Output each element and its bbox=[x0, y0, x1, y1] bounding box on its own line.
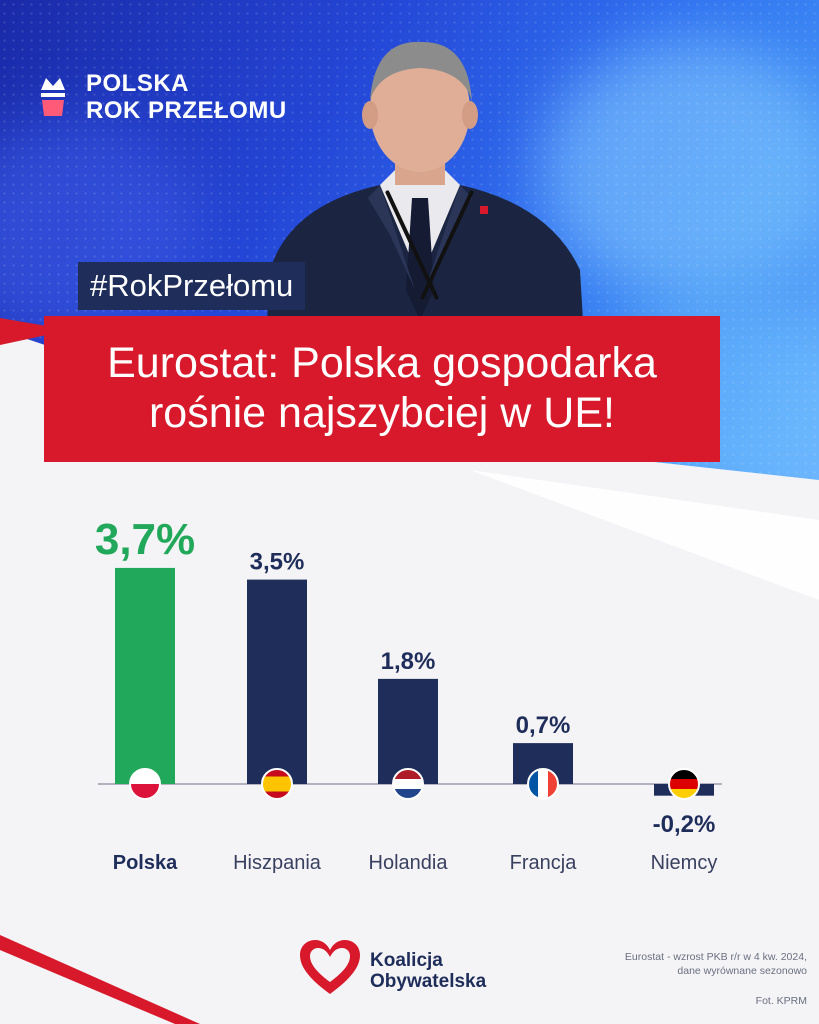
category-label: Hiszpania bbox=[233, 852, 322, 874]
brand-line-1: POLSKA bbox=[86, 70, 190, 97]
headline-line-2: rośnie najszybciej w UE! bbox=[148, 389, 615, 437]
bar-hiszpania bbox=[247, 579, 307, 784]
headline-line-1: Eurostat: Polska gospodarka bbox=[107, 339, 657, 387]
value-label: 3,5% bbox=[250, 549, 305, 576]
bar-holandia bbox=[378, 678, 438, 784]
background-glow bbox=[540, 40, 819, 300]
source-note: Eurostat - wzrost PKB r/r w 4 kw. 2024, … bbox=[567, 950, 807, 978]
value-label: 0,7% bbox=[516, 712, 571, 739]
netherlands-flag-icon bbox=[392, 768, 424, 800]
heart-logo-icon bbox=[300, 940, 360, 994]
gdp-growth-bar-chart: 3,7% Polska 3,5% Hiszpania 1,8% Holandia 0,7% F… bbox=[95, 515, 722, 874]
logo-line-2: Obywatelska bbox=[370, 971, 487, 992]
hashtag-label: #RokPrzełomu bbox=[78, 262, 306, 310]
poland-flag-icon bbox=[129, 768, 161, 800]
photo-credit: Fot. KPRM bbox=[755, 995, 807, 1007]
logo-line-1: Koalicja bbox=[370, 950, 443, 971]
france-flag-icon bbox=[527, 768, 559, 800]
value-label: 3,7% bbox=[95, 515, 195, 564]
category-label: Holandia bbox=[369, 852, 449, 874]
brand-line-2: ROK PRZEŁOMU bbox=[86, 97, 287, 124]
spain-flag-icon bbox=[261, 768, 293, 800]
category-label: Polska bbox=[113, 852, 178, 874]
category-label: Niemcy bbox=[651, 852, 718, 874]
value-label: -0,2% bbox=[653, 811, 716, 838]
germany-flag-icon bbox=[668, 768, 700, 800]
source-line-2: dane wyrównane sezonowo bbox=[677, 965, 807, 977]
party-logo: Koalicja Obywatelska bbox=[370, 950, 486, 992]
value-label: 1,8% bbox=[381, 648, 436, 675]
category-label: Francja bbox=[510, 852, 578, 874]
crown-icon bbox=[41, 78, 65, 116]
bar-polska bbox=[115, 567, 175, 784]
headline-banner: Eurostat: Polska gospodarka rośnie najsz… bbox=[44, 316, 720, 462]
source-line-1: Eurostat - wzrost PKB r/r w 4 kw. 2024, bbox=[624, 951, 807, 963]
